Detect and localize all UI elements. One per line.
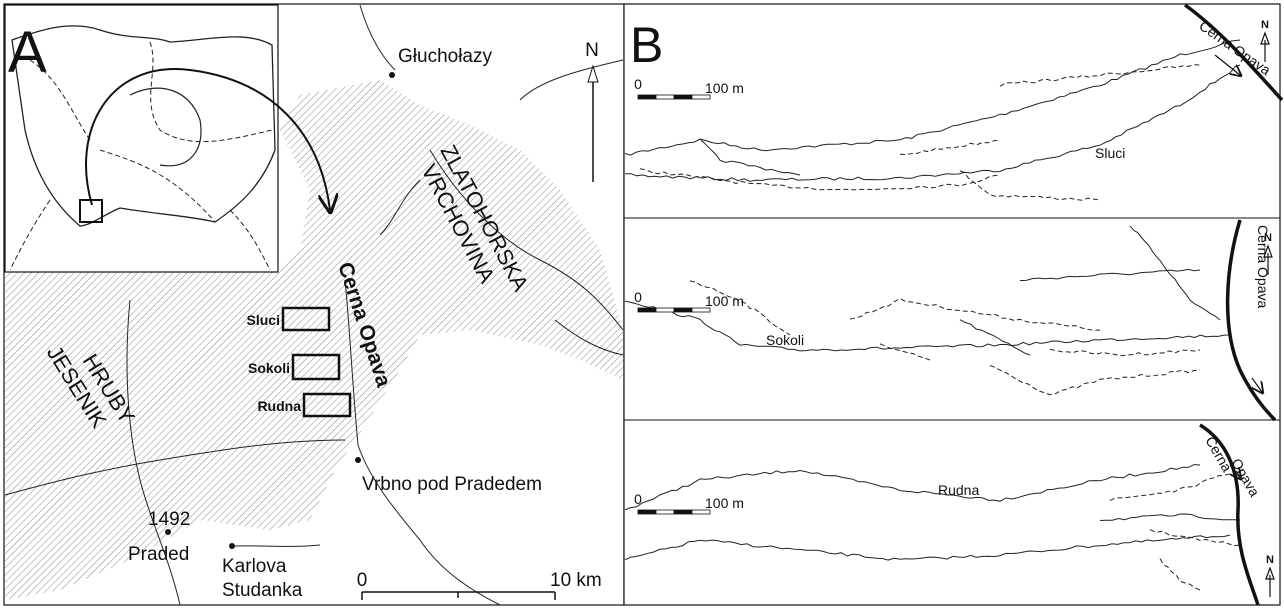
river [429, 149, 624, 331]
scale-segment [637, 307, 657, 313]
main-river [1225, 219, 1277, 422]
town-dot [389, 72, 395, 78]
flow-arrow [1251, 377, 1262, 392]
valley-edge [699, 138, 801, 176]
scale-segment [673, 94, 693, 100]
scale-segment [655, 307, 675, 313]
scale-segment [691, 307, 711, 313]
site-label: Sokoli [248, 360, 290, 376]
scale-label: 0 [634, 289, 642, 305]
scale-label: 100 m [705, 495, 744, 511]
terrace-edge [989, 364, 1201, 396]
river [4, 439, 346, 496]
terrace-edge [639, 168, 1001, 191]
country-outline [11, 25, 276, 227]
scale-segment [673, 307, 693, 313]
peak-name: Praded [128, 544, 189, 565]
north-arrow [1263, 244, 1273, 275]
panel-label: B [630, 17, 663, 73]
main-river [1183, 3, 1284, 102]
north-label: N [1264, 232, 1272, 244]
river [359, 4, 396, 71]
main-river [1199, 423, 1260, 606]
flow-arrow [1230, 464, 1240, 478]
scale-label: 0 [634, 76, 642, 92]
site-box [291, 353, 341, 381]
panel-label: A [8, 20, 47, 85]
scale-segment [655, 509, 675, 515]
road [231, 544, 321, 547]
valley-edge [625, 64, 1241, 182]
north-label: N [1261, 19, 1269, 31]
north-arrow [1265, 566, 1275, 597]
place-label: Studanka [222, 580, 303, 601]
scale-label: 0 [634, 491, 642, 507]
locator-arrow [85, 68, 330, 210]
north-arrowhead [587, 64, 599, 83]
north-label: N [1266, 554, 1274, 566]
town-dot [229, 543, 235, 549]
valley-edge [1129, 225, 1221, 321]
site-label: Sluci [1095, 145, 1125, 161]
scale-segment [673, 509, 693, 515]
scale-segment [637, 94, 657, 100]
flow-arrow [1214, 54, 1240, 75]
scale-label: 100 m [705, 80, 744, 96]
site-map: Cerna Opava Sokoli 0 100 m N [624, 219, 1277, 422]
terrace-edge [849, 298, 1101, 331]
place-label: Vrbno pod Pradedem [362, 474, 542, 495]
terrace-edge [999, 64, 1201, 87]
terrace-edge [899, 139, 1001, 156]
place-label: Głuchołazy [398, 46, 492, 67]
valley-edge [1099, 513, 1241, 521]
place-label: Karlova [222, 556, 287, 577]
terrace-edge [689, 280, 791, 336]
terrace-edge [1109, 469, 1241, 501]
terrace-edge [879, 343, 931, 361]
town-dot [355, 457, 361, 463]
site-label: Sokoli [766, 332, 804, 348]
river [519, 59, 624, 101]
mountain-area [5, 80, 623, 600]
terrace-edge [1149, 529, 1241, 547]
scale-segment [655, 94, 675, 100]
scale-segment [637, 509, 657, 515]
river [344, 279, 501, 606]
scale-label: 0 [357, 570, 368, 591]
scale-label: 10 km [550, 570, 602, 591]
valley-edge [624, 534, 1231, 561]
scale-segment [691, 94, 711, 100]
site-label: Sluci [247, 312, 280, 328]
peak-dot [165, 529, 171, 535]
river-label: Cerna Opava [1255, 225, 1271, 308]
valley-edge [624, 39, 1241, 156]
terrace-edge [1049, 348, 1201, 357]
river [379, 179, 421, 236]
region-outline [129, 87, 202, 167]
terrace-edge [1159, 558, 1201, 591]
site-box [302, 392, 352, 418]
scale-label: 100 m [705, 293, 744, 309]
river [126, 299, 181, 606]
scale-bar [361, 591, 556, 600]
scale-segment [691, 509, 711, 515]
river [554, 319, 624, 356]
valley-edge [959, 319, 1031, 356]
borders [9, 41, 273, 271]
peak-elevation: 1492 [148, 509, 190, 530]
panel-a: A Głuchołazy Vrbno pod Pradedem 1492 Pra… [3, 3, 625, 606]
panel-frame [623, 3, 1281, 606]
site-label: Rudna [257, 398, 301, 414]
valley-edge [624, 464, 1201, 511]
terrace-edge [959, 170, 1101, 201]
valley-edge [1019, 268, 1201, 282]
north-label: N [585, 40, 599, 61]
north-arrow [1260, 31, 1270, 62]
valley-edge [624, 300, 1231, 352]
site-box [281, 306, 331, 332]
inset-frame [4, 4, 279, 273]
site-label: Rudna [938, 482, 979, 498]
